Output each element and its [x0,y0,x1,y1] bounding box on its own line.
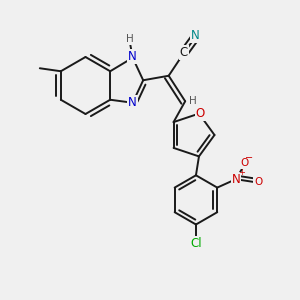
Text: O: O [241,158,249,168]
Text: −: − [245,153,253,163]
Text: N: N [128,50,137,63]
Text: N: N [191,29,200,42]
Text: N: N [232,173,240,186]
Text: +: + [238,168,245,177]
Text: N: N [128,96,137,109]
Text: C: C [180,46,188,59]
Text: O: O [254,177,262,187]
Text: H: H [189,96,196,106]
Text: Cl: Cl [190,237,202,250]
Text: H: H [126,34,134,44]
Text: O: O [196,107,205,120]
